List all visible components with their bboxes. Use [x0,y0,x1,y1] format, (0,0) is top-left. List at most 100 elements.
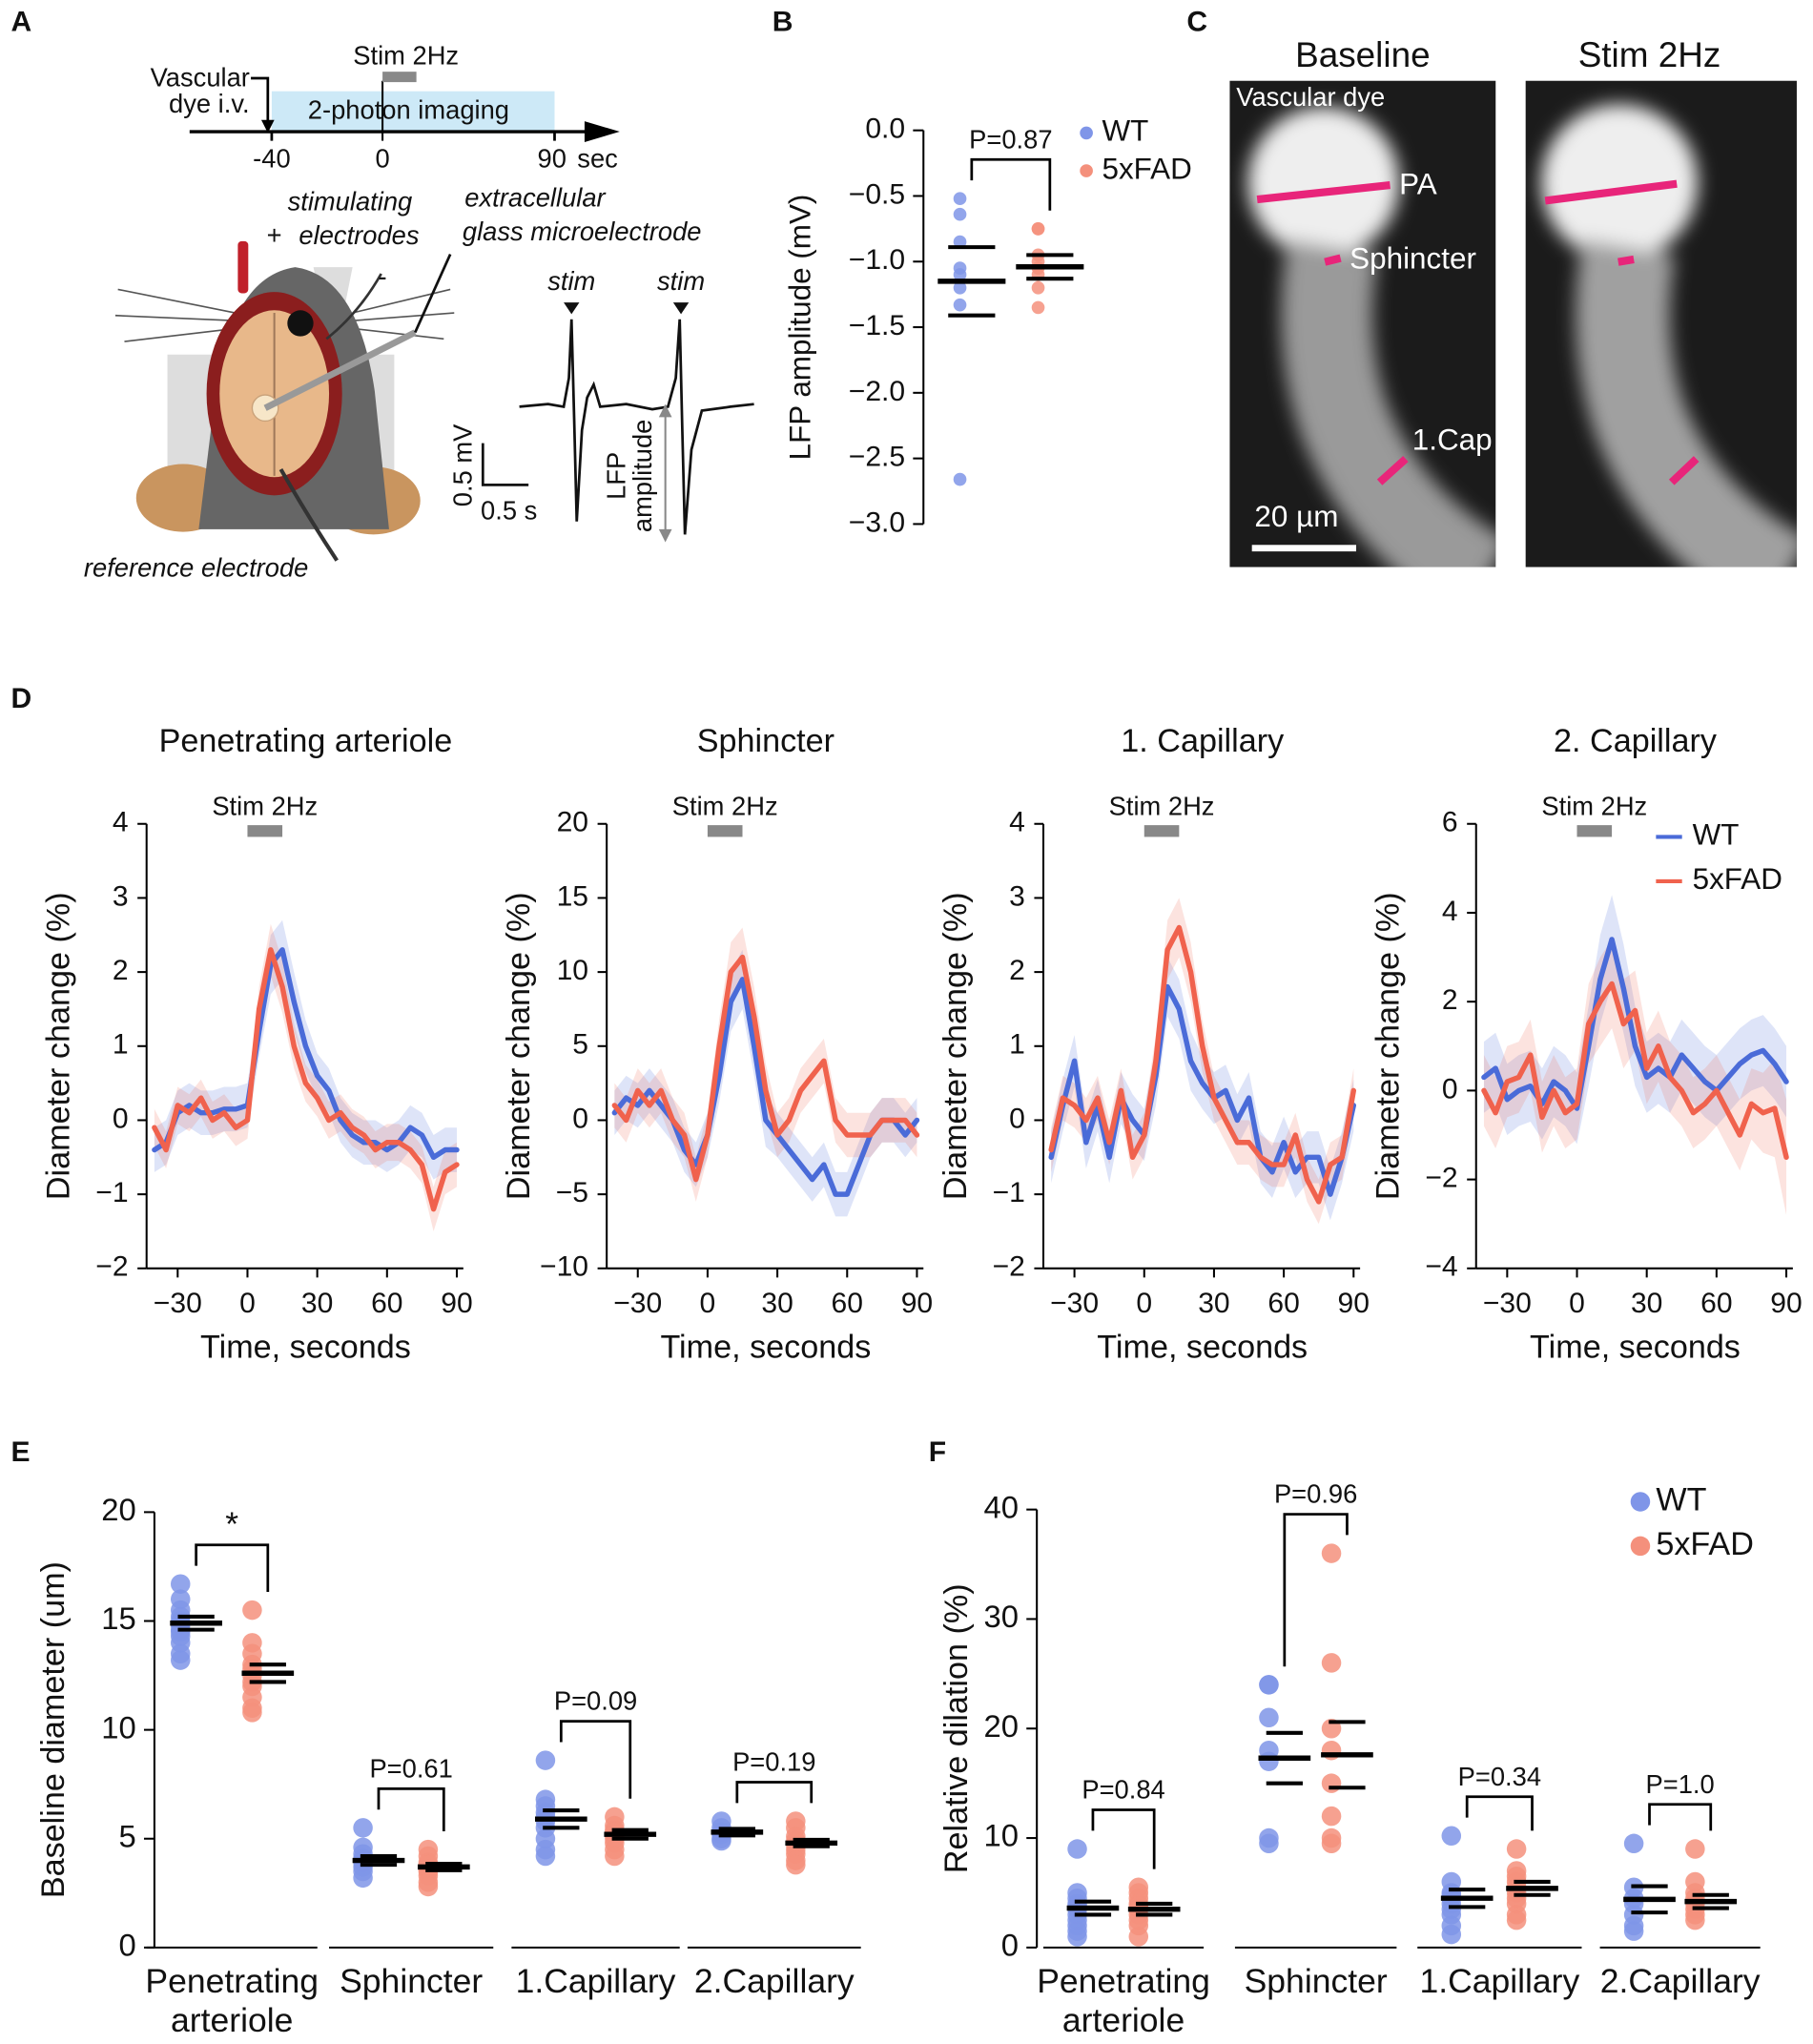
panel-letter: F [929,1436,946,1468]
x-tick-label: 0 [1569,1288,1585,1319]
line [152,947,460,1212]
x-tick-label: 30 [1198,1288,1229,1319]
y-axis-label: Relative dilation (%) [938,1583,975,1873]
y-tick-label: −2.5 [849,442,905,473]
x-tick-label: 30 [761,1288,793,1319]
x-tick-label: Penetrating arteriole [145,1963,319,2040]
chart-title: 1. Capillary [1121,723,1285,759]
x-tick-label: 90 [1338,1288,1370,1319]
label-line: arteriole [171,2002,293,2040]
dye-label: dye i.v. [169,89,250,118]
data-point [1506,1839,1527,1859]
x-tick-label: 60 [832,1288,863,1319]
scale-bar [481,443,529,486]
data-point [1321,1653,1342,1673]
stim-marker [672,302,690,315]
panel-letter: C [1186,7,1207,38]
y-tick-label: 2 [1009,955,1025,986]
data-point [1623,1833,1644,1854]
data-point [605,1846,625,1867]
y-tick-label: 30 [984,1599,1019,1634]
y-axis-label: Diameter change (%) [937,892,974,1200]
comparison-bracket [1283,1513,1349,1667]
y-tick-label: −2 [993,1251,1025,1283]
stim-label: Stim 2Hz [672,792,778,821]
timeline-unit: sec [577,143,618,173]
x-tick-label: −30 [154,1288,202,1319]
reference-wire [278,467,339,562]
panel-letter: A [11,7,32,38]
x-tick-label: 0 [1136,1288,1152,1319]
pointer [414,253,452,334]
legend-marker [1080,164,1093,177]
data-point [953,268,967,281]
imaging-label: 2-photon imaging [308,95,509,125]
vessel [1541,104,1797,568]
microelectrode-label: extracellular [464,182,607,212]
y-tick-label: 0 [119,1928,136,1963]
image-label: Vascular dye [1236,82,1385,112]
comparison-label: P=0.34 [1458,1762,1541,1791]
comparison-bracket [1465,1795,1534,1831]
stim-electrode-label: stimulating [288,186,413,216]
x-axis-label: Time, seconds [200,1330,411,1366]
y-tick-label: 2 [113,955,129,986]
legend-label: 5xFAD [1656,1526,1754,1562]
data-point [1623,1921,1644,1941]
imaging-window [271,91,555,133]
data-point [1031,300,1045,315]
x-tick-label: 60 [1700,1288,1732,1319]
line [1481,981,1789,1161]
arrowhead [658,403,672,418]
timeline-tick-label: 0 [375,143,389,173]
comparison-bracket [970,157,1052,211]
label-line: Penetrating [145,1963,319,2001]
scale-bar [1251,545,1357,552]
microelectrode [263,329,417,411]
label-line: arteriole [1062,2002,1185,2040]
data-point [1506,1910,1527,1930]
data-point [953,298,967,312]
image-title: Stim 2Hz [1578,35,1721,74]
y-tick-label: −1 [993,1177,1025,1208]
data-point [1321,1543,1342,1563]
x-tick-label: 0 [700,1288,716,1319]
y-axis-label: Diameter change (%) [501,892,537,1200]
data-point [1031,280,1045,295]
panel-c: Baseline Stim 2Hz Vascular dye PA Sphinc… [1229,35,1797,568]
label-line: 2.Capillary [694,1963,855,2001]
image-label: Sphincter [1349,242,1476,276]
stim-text: stim [547,266,595,296]
comparison-label: P=0.19 [732,1747,815,1777]
panel-letter: B [773,7,793,38]
y-tick-label: 10 [984,1818,1019,1853]
stim-label: Stim 2Hz [1109,792,1215,821]
x-tick-label: Penetrating arteriole [1037,1963,1210,2040]
y-tick-label: −3.0 [849,506,905,538]
data-point [1321,1833,1342,1854]
scale-label: 20 µm [1254,500,1338,533]
y-tick-label: 0.0 [865,114,905,145]
lfp-label: LFP [602,452,631,500]
data-point [953,472,967,486]
y-tick-label: 20 [984,1708,1019,1744]
x-tick-label: 2.Capillary [694,1963,855,2001]
comparison-label: P=0.84 [1082,1775,1164,1805]
x-axis-label: Time, seconds [660,1330,871,1366]
image-title: Baseline [1295,35,1431,74]
x-tick-label: 90 [441,1288,472,1319]
y-axis-label: Diameter change (%) [1370,892,1407,1200]
legend-marker [1630,1536,1651,1557]
label-line: 1.Capillary [516,1963,676,2001]
comparison-bracket [735,1781,814,1804]
x-tick-label: 1.Capillary [516,1963,676,2001]
data-point [170,1650,191,1670]
data-point [1685,1910,1705,1930]
image-label: PA [1399,168,1437,201]
stim-bar [247,825,283,837]
data-point [1259,1707,1279,1728]
x-tick-label: −30 [613,1288,662,1319]
label-line: 2.Capillary [1600,1963,1761,2001]
error-band [1051,898,1354,1225]
data-point [1441,1924,1462,1945]
